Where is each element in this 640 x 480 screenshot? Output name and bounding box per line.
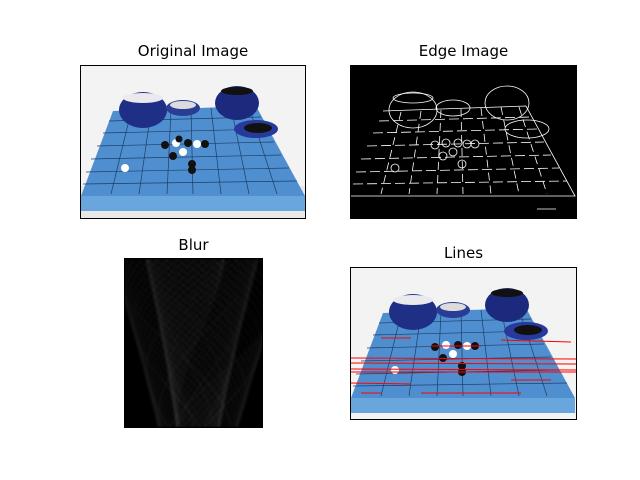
detected-lines: [351, 337, 576, 394]
edge-image-panel: [350, 65, 577, 219]
blur-image-panel: [124, 258, 263, 428]
blur-image: [125, 259, 262, 427]
panel-title-blur: Blur: [178, 236, 209, 254]
panel-title-original: Original Image: [137, 42, 249, 60]
edge-image: [351, 66, 576, 218]
original-image: [81, 66, 305, 218]
lines-image: [351, 268, 576, 419]
original-image-panel: [80, 65, 306, 219]
panel-title-lines: Lines: [443, 244, 484, 262]
lines-image-panel: [350, 267, 577, 420]
panel-title-edge: Edge Image: [418, 42, 509, 60]
